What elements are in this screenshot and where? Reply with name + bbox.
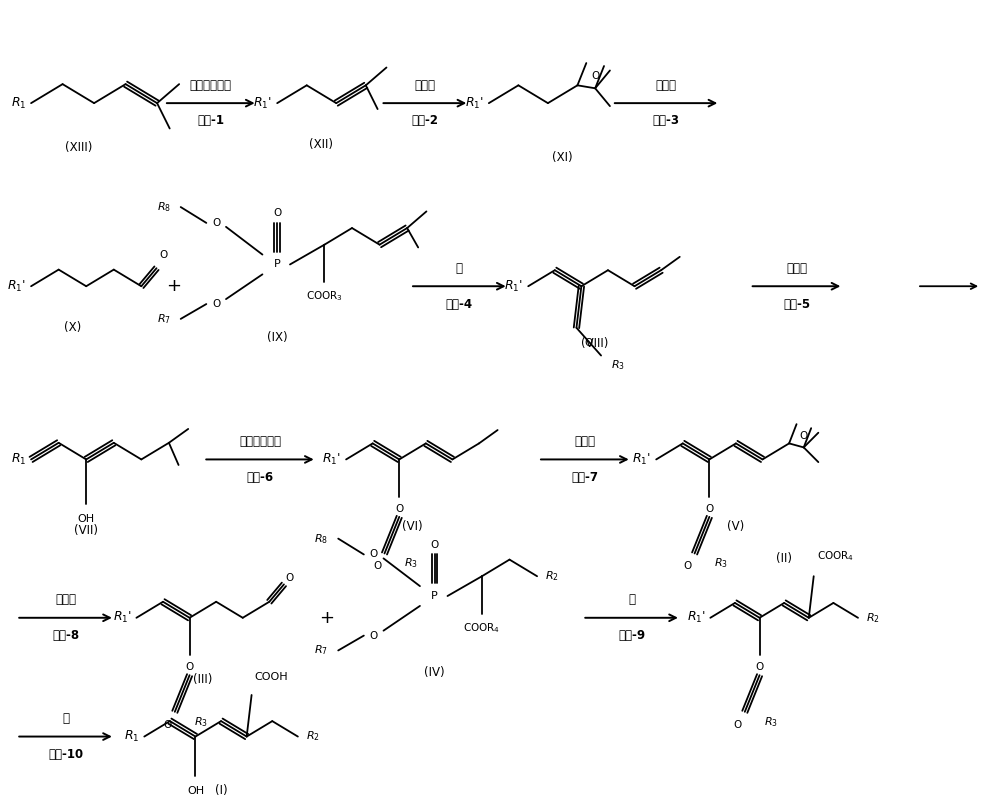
Text: $R_1$': $R_1$'	[322, 452, 341, 467]
Text: 氧化剂: 氧化剂	[414, 79, 435, 92]
Text: (IV): (IV)	[424, 666, 445, 679]
Text: (X): (X)	[64, 322, 81, 335]
Text: 步骤-3: 步骤-3	[653, 114, 680, 127]
Text: $R_2$: $R_2$	[866, 611, 880, 625]
Text: COOR$_4$: COOR$_4$	[463, 620, 500, 634]
Text: 步骤-4: 步骤-4	[446, 297, 473, 310]
Text: COOR$_4$: COOR$_4$	[817, 549, 854, 563]
Text: $R_7$: $R_7$	[157, 312, 171, 326]
Text: 氧化剂: 氧化剂	[574, 435, 595, 448]
Text: O: O	[370, 549, 378, 560]
Text: $R_1$': $R_1$'	[7, 279, 26, 294]
Text: $R_8$: $R_8$	[314, 531, 328, 545]
Text: O: O	[395, 504, 403, 514]
Text: +: +	[166, 277, 181, 295]
Text: O: O	[212, 299, 220, 309]
Text: O: O	[164, 719, 172, 730]
Text: $R_1$: $R_1$	[11, 96, 26, 111]
Text: $R_8$: $R_8$	[157, 200, 171, 214]
Text: COOR$_3$: COOR$_3$	[306, 289, 343, 303]
Text: 氧化剂: 氧化剂	[55, 594, 76, 607]
Text: 步骤-9: 步骤-9	[618, 629, 645, 642]
Text: 碱: 碱	[628, 594, 635, 607]
Text: 氧化剂: 氧化剂	[656, 79, 677, 92]
Text: 步骤-10: 步骤-10	[48, 748, 83, 761]
Text: (V): (V)	[727, 520, 745, 533]
Text: O: O	[373, 561, 382, 571]
Text: (XII): (XII)	[309, 139, 333, 151]
Text: $R_1$': $R_1$'	[687, 610, 705, 625]
Text: $R_7$: $R_7$	[314, 644, 328, 658]
Text: $R_1$': $R_1$'	[632, 452, 651, 467]
Text: $R_3$: $R_3$	[714, 556, 728, 570]
Text: (VI): (VI)	[402, 520, 423, 533]
Text: O: O	[159, 250, 168, 260]
Text: $R_1$': $R_1$'	[253, 96, 272, 111]
Text: $R_1$': $R_1$'	[465, 96, 484, 111]
Text: $R_1$': $R_1$'	[504, 279, 523, 294]
Text: P: P	[431, 591, 438, 601]
Text: $R_3$: $R_3$	[611, 359, 625, 373]
Text: O: O	[584, 338, 592, 347]
Text: O: O	[212, 218, 220, 228]
Text: 步骤-8: 步骤-8	[52, 629, 79, 642]
Text: $R_3$: $R_3$	[404, 556, 418, 570]
Text: O: O	[370, 631, 378, 641]
Text: $R_1$: $R_1$	[11, 452, 26, 467]
Text: O: O	[273, 208, 281, 218]
Text: O: O	[684, 561, 692, 571]
Text: 碱: 碱	[62, 712, 69, 725]
Text: O: O	[591, 71, 599, 82]
Text: COOH: COOH	[255, 672, 288, 682]
Text: (III): (III)	[193, 672, 213, 685]
Text: 碱，酯化试剂: 碱，酯化试剂	[239, 435, 281, 448]
Text: 碱: 碱	[456, 262, 463, 275]
Text: (VIII): (VIII)	[581, 337, 608, 350]
Text: 步骤-6: 步骤-6	[246, 471, 274, 484]
Text: $R_3$: $R_3$	[194, 714, 208, 729]
Text: O: O	[431, 539, 439, 549]
Text: (XI): (XI)	[552, 151, 573, 164]
Text: $R_1$': $R_1$'	[113, 610, 131, 625]
Text: 步骤-2: 步骤-2	[411, 114, 438, 127]
Text: OH: OH	[187, 786, 204, 796]
Text: (IX): (IX)	[267, 331, 288, 344]
Text: (I): (I)	[215, 785, 227, 798]
Text: OH: OH	[78, 514, 95, 524]
Text: 还原剂: 还原剂	[786, 262, 807, 275]
Text: (VII): (VII)	[74, 524, 98, 537]
Text: $R_2$: $R_2$	[545, 569, 559, 583]
Text: $R_3$: $R_3$	[764, 714, 778, 729]
Text: 步骤-5: 步骤-5	[783, 297, 810, 310]
Text: P: P	[274, 259, 281, 270]
Text: +: +	[319, 609, 334, 627]
Text: O: O	[800, 431, 808, 441]
Text: O: O	[734, 719, 742, 730]
Text: 步骤-7: 步骤-7	[571, 471, 598, 484]
Text: O: O	[705, 504, 713, 514]
Text: $R_2$: $R_2$	[306, 730, 320, 744]
Text: O: O	[755, 663, 764, 672]
Text: O: O	[185, 663, 194, 672]
Text: (XIII): (XIII)	[65, 141, 92, 154]
Text: 碱，酯化试剂: 碱，酯化试剂	[190, 79, 232, 92]
Text: 步骤-1: 步骤-1	[197, 114, 224, 127]
Text: O: O	[286, 573, 294, 582]
Text: (II): (II)	[776, 552, 792, 565]
Text: $R_1$: $R_1$	[124, 729, 139, 744]
